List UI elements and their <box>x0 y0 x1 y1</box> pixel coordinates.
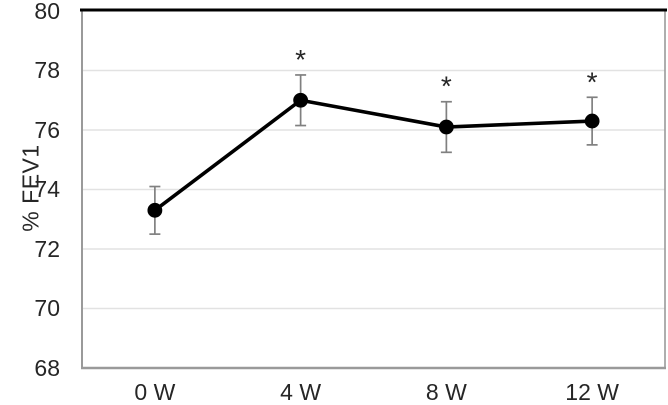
y-tick-label: 78 <box>34 57 60 83</box>
y-tick-label: 74 <box>34 176 60 202</box>
y-tick-label: 76 <box>34 116 60 143</box>
x-tick-label: 4 W <box>280 379 322 405</box>
y-tick-label: 80 <box>34 0 60 24</box>
significance-asterisk: * <box>441 71 452 102</box>
data-point-marker <box>584 113 600 129</box>
x-tick-label: 8 W <box>425 379 467 405</box>
y-tick-label: 72 <box>34 235 60 262</box>
y-tick-label: 70 <box>34 295 60 321</box>
series-line <box>153 98 594 213</box>
data-point-marker <box>438 119 454 135</box>
significance-asterisk: * <box>587 66 598 97</box>
x-tick-label: 12 W <box>565 379 619 405</box>
y-tick-label: 68 <box>34 354 60 381</box>
data-point-marker <box>147 202 163 218</box>
significance-asterisk: * <box>295 44 306 75</box>
data-point-marker <box>293 92 309 108</box>
x-tick-label: 0 W <box>134 379 176 405</box>
